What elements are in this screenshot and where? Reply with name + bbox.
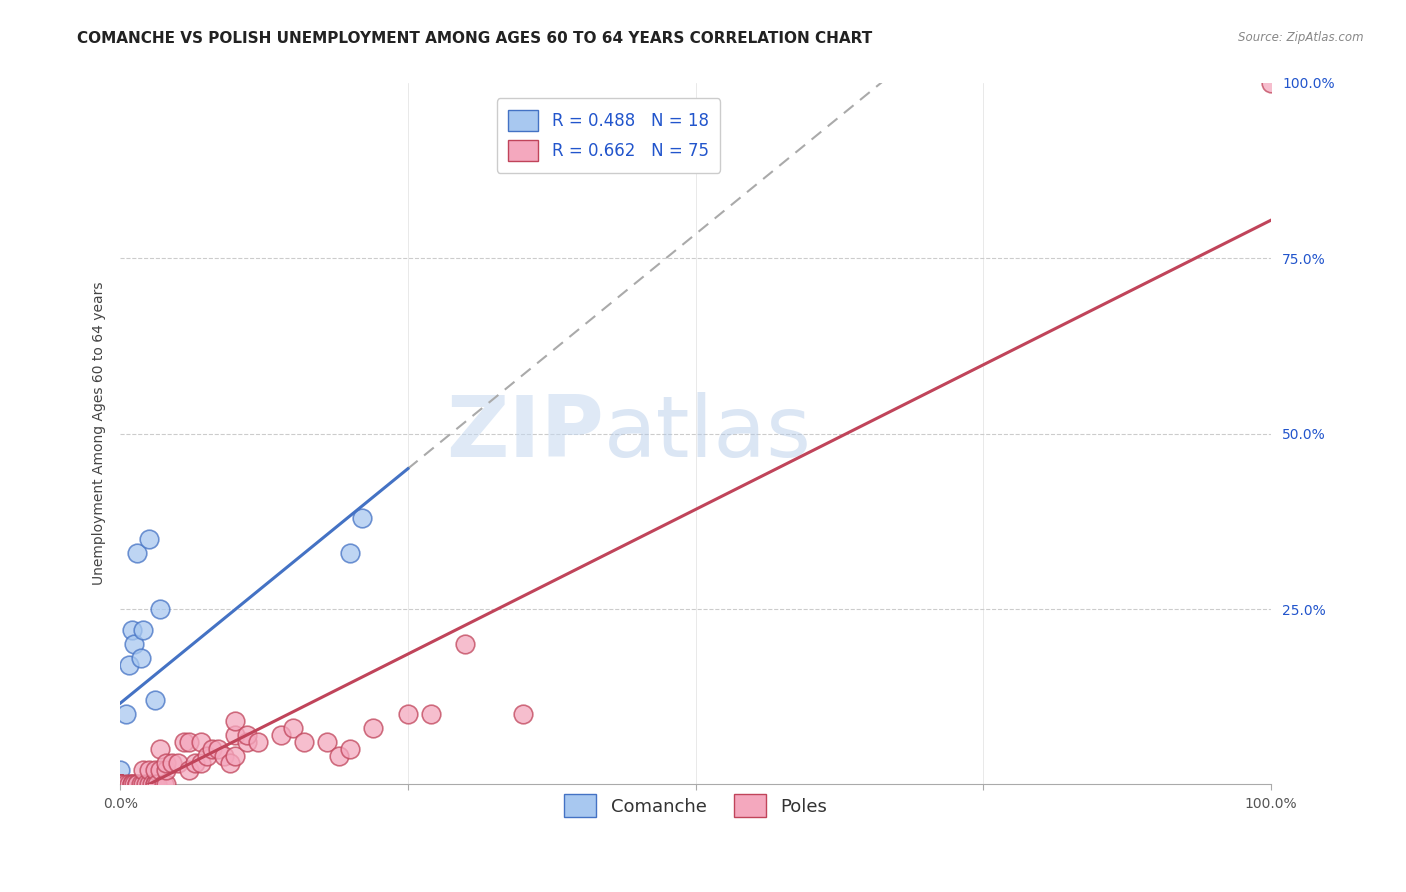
Point [396, 707, 419, 722]
Point [363, 721, 385, 735]
Point [155, 756, 177, 771]
Point [138, 764, 160, 778]
Point [419, 707, 441, 722]
Point [149, 764, 172, 778]
Point [138, 532, 160, 546]
Point [328, 749, 350, 764]
Point [236, 735, 259, 749]
Point [110, 764, 132, 778]
Point [143, 777, 166, 791]
Point [149, 742, 172, 756]
Text: Source: ZipAtlas.com: Source: ZipAtlas.com [1239, 31, 1364, 45]
Point [184, 756, 207, 771]
Point [118, 777, 141, 791]
Point [201, 742, 224, 756]
Point [143, 693, 166, 707]
Point [110, 777, 132, 791]
Point [270, 728, 292, 742]
Point [339, 546, 361, 560]
Point [110, 777, 132, 791]
Point [110, 777, 132, 791]
Point [110, 777, 132, 791]
Point [454, 637, 477, 651]
Point [122, 777, 145, 791]
Point [138, 777, 160, 791]
Point [127, 777, 149, 791]
Point [224, 749, 246, 764]
Point [224, 728, 246, 742]
Point [110, 777, 132, 791]
Point [121, 777, 143, 791]
Point [153, 777, 176, 791]
Point [110, 777, 132, 791]
Point [110, 777, 132, 791]
Point [207, 742, 229, 756]
Point [110, 777, 132, 791]
Point [281, 721, 304, 735]
Point [110, 777, 132, 791]
Point [179, 735, 201, 749]
Point [110, 777, 132, 791]
Text: atlas: atlas [603, 392, 811, 475]
Point [224, 714, 246, 729]
Point [110, 777, 132, 791]
Point [143, 764, 166, 778]
Point [149, 602, 172, 616]
Point [155, 777, 177, 791]
Point [146, 777, 169, 791]
Point [132, 777, 155, 791]
Point [129, 777, 152, 791]
Point [115, 777, 138, 791]
Point [110, 777, 132, 791]
Point [110, 777, 132, 791]
Point [155, 764, 177, 778]
Point [129, 651, 152, 665]
Point [118, 658, 141, 673]
Point [110, 777, 132, 791]
Point [190, 756, 212, 771]
Legend: Comanche, Poles: Comanche, Poles [557, 787, 835, 824]
Point [141, 777, 163, 791]
Point [110, 777, 132, 791]
Point [127, 777, 149, 791]
Point [218, 756, 240, 771]
Point [127, 546, 149, 560]
Point [1260, 76, 1282, 90]
Point [143, 777, 166, 791]
Point [135, 777, 157, 791]
Point [110, 777, 132, 791]
Point [132, 764, 155, 778]
Point [166, 756, 188, 771]
Point [512, 707, 534, 722]
Point [247, 735, 270, 749]
Point [195, 749, 218, 764]
Point [121, 777, 143, 791]
Point [292, 735, 315, 749]
Point [110, 777, 132, 791]
Point [110, 777, 132, 791]
Point [190, 735, 212, 749]
Point [110, 777, 132, 791]
Point [110, 777, 132, 791]
Text: ZIP: ZIP [446, 392, 603, 475]
Point [339, 742, 361, 756]
Point [122, 637, 145, 651]
Point [160, 756, 183, 771]
Point [110, 777, 132, 791]
Point [212, 749, 235, 764]
Point [350, 511, 373, 525]
Point [179, 764, 201, 778]
Point [236, 728, 259, 742]
Text: COMANCHE VS POLISH UNEMPLOYMENT AMONG AGES 60 TO 64 YEARS CORRELATION CHART: COMANCHE VS POLISH UNEMPLOYMENT AMONG AG… [77, 31, 873, 46]
Y-axis label: Unemployment Among Ages 60 to 64 years: Unemployment Among Ages 60 to 64 years [93, 282, 107, 585]
Point [316, 735, 339, 749]
Point [115, 707, 138, 722]
Point [110, 777, 132, 791]
Point [110, 777, 132, 791]
Point [110, 777, 132, 791]
Point [121, 623, 143, 637]
Point [132, 623, 155, 637]
Point [110, 777, 132, 791]
Point [173, 735, 195, 749]
